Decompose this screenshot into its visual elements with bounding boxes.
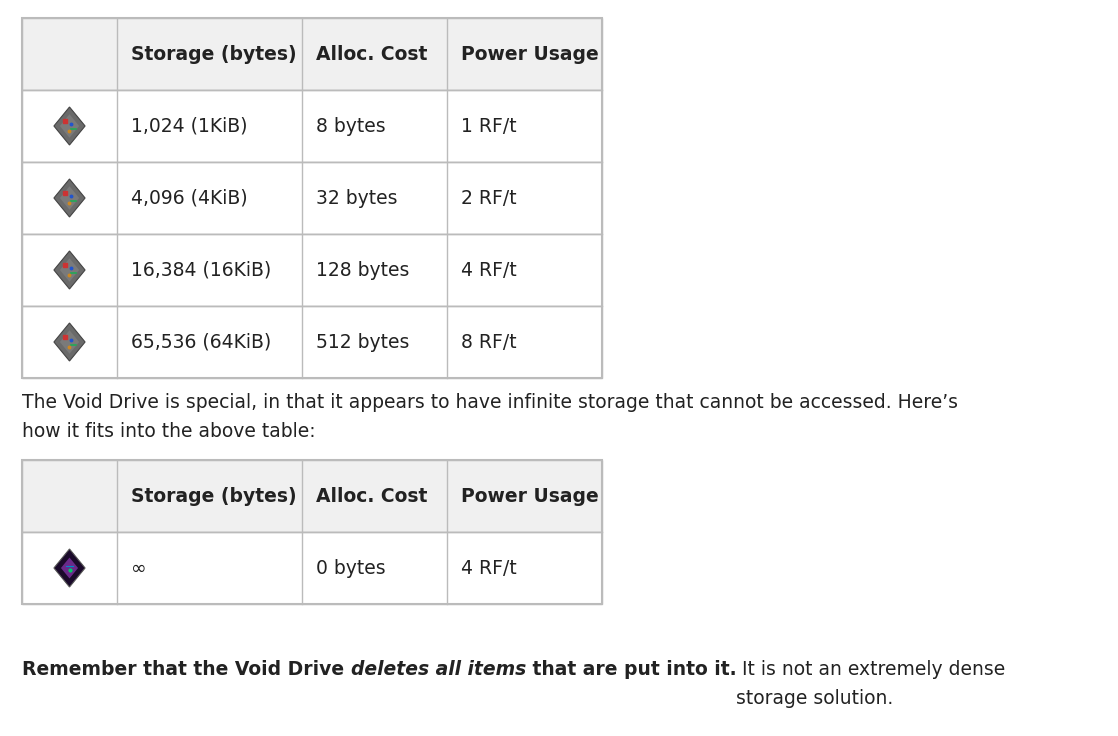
Text: 1,024 (1KiB): 1,024 (1KiB) <box>131 116 247 135</box>
Text: ∞: ∞ <box>131 559 146 578</box>
FancyBboxPatch shape <box>22 306 601 378</box>
Polygon shape <box>60 258 79 282</box>
FancyBboxPatch shape <box>22 460 601 532</box>
Text: It is not an extremely dense
storage solution.: It is not an extremely dense storage sol… <box>737 660 1006 708</box>
Text: 16,384 (16KiB): 16,384 (16KiB) <box>131 261 272 280</box>
Text: Remember that the Void Drive: Remember that the Void Drive <box>22 660 351 679</box>
Polygon shape <box>54 323 85 361</box>
Text: 4 RF/t: 4 RF/t <box>461 261 517 280</box>
Polygon shape <box>54 179 85 217</box>
Text: 4,096 (4KiB): 4,096 (4KiB) <box>131 188 247 208</box>
Text: 65,536 (64KiB): 65,536 (64KiB) <box>131 333 272 352</box>
Text: deletes all items: deletes all items <box>351 660 525 679</box>
Text: that are put into it.: that are put into it. <box>525 660 737 679</box>
Text: Storage (bytes): Storage (bytes) <box>131 44 296 63</box>
Polygon shape <box>54 107 85 145</box>
Polygon shape <box>54 251 85 289</box>
Text: 128 bytes: 128 bytes <box>316 261 409 280</box>
Text: 8 RF/t: 8 RF/t <box>461 333 517 352</box>
Text: The Void Drive is special, in that it appears to have infinite storage that cann: The Void Drive is special, in that it ap… <box>22 393 958 441</box>
Polygon shape <box>60 186 79 210</box>
FancyBboxPatch shape <box>22 532 601 604</box>
Text: 0 bytes: 0 bytes <box>316 559 386 578</box>
Text: 8 bytes: 8 bytes <box>316 116 386 135</box>
Polygon shape <box>54 549 85 587</box>
Text: 2 RF/t: 2 RF/t <box>461 188 517 208</box>
Text: Storage (bytes): Storage (bytes) <box>131 486 296 506</box>
FancyBboxPatch shape <box>22 18 601 90</box>
Text: Alloc. Cost: Alloc. Cost <box>316 486 427 506</box>
FancyBboxPatch shape <box>22 162 601 234</box>
Text: 1 RF/t: 1 RF/t <box>461 116 517 135</box>
Text: Power Usage: Power Usage <box>461 44 599 63</box>
Text: Power Usage: Power Usage <box>461 486 599 506</box>
FancyBboxPatch shape <box>22 90 601 162</box>
FancyBboxPatch shape <box>22 234 601 306</box>
Text: Alloc. Cost: Alloc. Cost <box>316 44 427 63</box>
Polygon shape <box>60 330 79 354</box>
Text: 32 bytes: 32 bytes <box>316 188 398 208</box>
Polygon shape <box>60 558 78 578</box>
Text: 4 RF/t: 4 RF/t <box>461 559 517 578</box>
Polygon shape <box>60 114 79 138</box>
Text: 512 bytes: 512 bytes <box>316 333 409 352</box>
